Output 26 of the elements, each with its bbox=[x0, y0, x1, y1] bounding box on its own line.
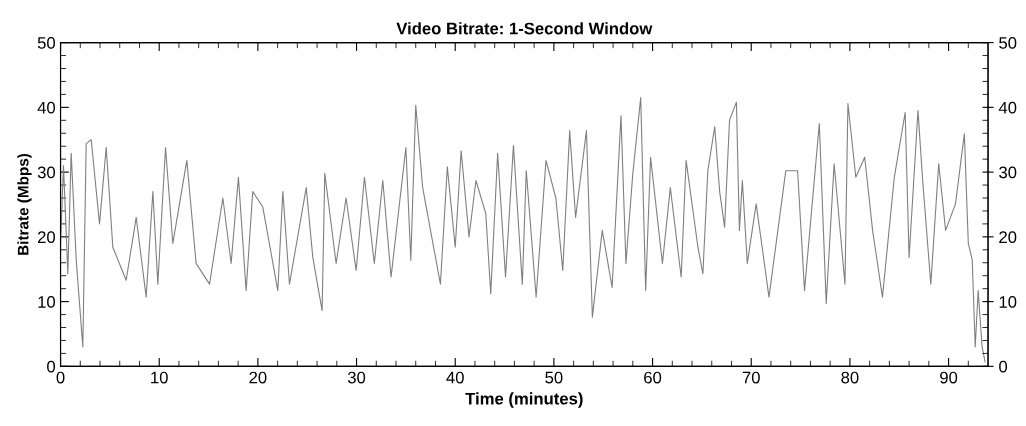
y2-tick-label: 20 bbox=[999, 231, 1017, 244]
y2-tick-label: 30 bbox=[999, 166, 1017, 179]
y-tick-label: 10 bbox=[38, 296, 56, 308]
y2-tick-label: 50 bbox=[999, 37, 1017, 49]
y-axis-title: Bitrate (Mbps) bbox=[17, 153, 32, 255]
x-tick-label: 20 bbox=[249, 371, 267, 384]
y-tick-label: 30 bbox=[37, 166, 56, 179]
y-tick-label: 0 bbox=[47, 360, 56, 373]
x-tick-label: 50 bbox=[545, 371, 563, 384]
x-axis-title: Time (minutes) bbox=[465, 392, 583, 408]
x-tick-label: 80 bbox=[841, 371, 859, 384]
y2-tick-label: 40 bbox=[998, 101, 1017, 114]
x-tick-label: 90 bbox=[940, 371, 958, 384]
x-tick-label: 60 bbox=[644, 371, 662, 384]
y-tick-label: 50 bbox=[37, 37, 56, 49]
y-tick-label: 40 bbox=[37, 101, 56, 114]
chart-title: Video Bitrate: 1-Second Window bbox=[396, 22, 653, 35]
y2-tick-label: 10 bbox=[999, 296, 1017, 308]
x-tick-label: 30 bbox=[347, 371, 366, 384]
x-tick-label: 10 bbox=[151, 371, 168, 384]
line-series bbox=[60, 97, 986, 363]
x-tick-label: 0 bbox=[56, 371, 65, 384]
y-tick-label: 20 bbox=[37, 231, 56, 244]
x-tick-label: 40 bbox=[446, 371, 464, 384]
y2-tick-label: 0 bbox=[999, 360, 1008, 373]
x-tick-label: 70 bbox=[742, 371, 760, 384]
